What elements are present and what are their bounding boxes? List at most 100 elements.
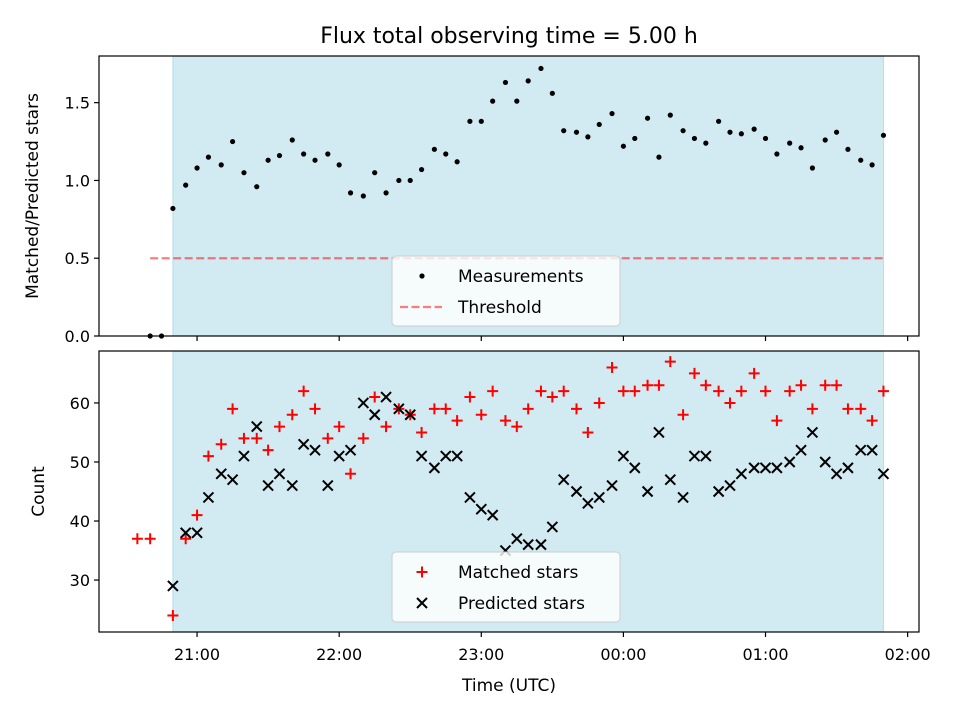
- predicted-star-marker: [226, 473, 239, 486]
- matched-star-marker: [416, 426, 428, 438]
- matched-star-marker: [191, 509, 203, 521]
- y-tick-label: 60: [70, 394, 90, 413]
- y-tick-label: 0.0: [65, 327, 90, 346]
- measurement-point: [596, 121, 602, 128]
- predicted-star-marker: [393, 403, 405, 415]
- predicted-star-marker: [795, 444, 807, 456]
- matched-star-marker: [700, 379, 712, 391]
- measurement-point: [218, 162, 224, 168]
- matched-star-marker: [322, 432, 334, 444]
- y-tick-label: 1.0: [65, 171, 90, 190]
- predicted-star-marker: [735, 468, 748, 480]
- predicted-star-marker: [866, 444, 878, 456]
- matched-star-marker: [546, 391, 558, 403]
- matched-star-marker: [215, 438, 227, 450]
- measurement-point: [336, 162, 342, 168]
- legend-box: [391, 255, 621, 327]
- matched-star-marker: [451, 415, 463, 427]
- matched-star-marker: [653, 379, 665, 391]
- matched-star-marker: [273, 421, 285, 433]
- y-tick-label: 1.5: [65, 94, 90, 113]
- matched-star-marker: [357, 432, 369, 444]
- matched-star-marker: [487, 385, 499, 397]
- matched-star-marker: [748, 367, 760, 379]
- measurement-point: [703, 140, 709, 146]
- matched-star-marker: [642, 379, 654, 391]
- predicted-star-marker: [464, 491, 476, 504]
- measurement-point: [656, 154, 662, 160]
- predicted-star-marker: [688, 450, 701, 462]
- matched-star-marker: [262, 444, 274, 456]
- predicted-star-marker: [238, 450, 250, 462]
- axes-frame: [98, 350, 920, 633]
- matched-star-marker: [251, 432, 263, 444]
- predicted-star-marker: [759, 462, 772, 474]
- measurement-point: [312, 157, 318, 163]
- predicted-star-marker: [641, 485, 654, 498]
- matched-star-marker: [877, 385, 889, 397]
- predicted-star-marker: [806, 426, 819, 439]
- matched-star-marker: [664, 356, 676, 368]
- measurement-point: [418, 166, 425, 173]
- measurement-point: [585, 134, 591, 140]
- legend-label: Matched stars: [458, 563, 578, 583]
- measurement-point: [490, 98, 496, 104]
- legend-matched-marker: [416, 566, 428, 578]
- predicted-star-marker: [344, 444, 357, 456]
- measurement-point: [858, 157, 864, 163]
- measurement-point: [822, 137, 828, 143]
- matched-star-marker: [380, 421, 392, 433]
- matched-star-marker: [131, 533, 143, 545]
- matched-star-marker: [593, 397, 605, 409]
- predicted-star-marker: [606, 479, 618, 492]
- y-axis-label: Matched/Predicted stars: [23, 93, 43, 299]
- matched-star-marker: [617, 385, 629, 397]
- matched-star-marker: [713, 385, 725, 397]
- measurement-point: [325, 151, 331, 157]
- measurement-point: [478, 118, 484, 124]
- predicted-star-marker: [783, 456, 796, 468]
- y-tick-label: 40: [70, 512, 90, 531]
- matched-star-marker: [606, 362, 618, 374]
- x-tick-label: 01:00: [742, 645, 788, 664]
- measurement-point: [573, 129, 580, 135]
- predicted-star-marker: [558, 473, 570, 486]
- predicted-star-marker: [842, 462, 854, 474]
- x-tick-label: 22:00: [316, 645, 362, 664]
- predicted-star-marker: [511, 533, 523, 545]
- measurement-point: [809, 165, 816, 171]
- matched-star-marker: [629, 385, 641, 397]
- matched-star-marker: [180, 533, 192, 545]
- matched-star-marker: [167, 609, 179, 621]
- measurement-point: [205, 154, 212, 160]
- predicted-star-marker: [202, 491, 215, 504]
- matched-star-marker: [831, 379, 843, 391]
- measurement-point: [880, 132, 887, 138]
- predicted-star-marker: [535, 538, 547, 551]
- measurement-point: [549, 90, 555, 96]
- y-tick-label: 0.5: [65, 249, 90, 268]
- measurement-point: [194, 165, 200, 171]
- measurement-point: [289, 137, 295, 143]
- measurement-point: [538, 65, 544, 72]
- x-tick-label: 02:00: [885, 645, 931, 664]
- predicted-star-marker: [215, 468, 227, 480]
- measurement-point: [396, 177, 402, 184]
- predicted-star-marker: [309, 444, 321, 456]
- measurement-point: [787, 140, 793, 146]
- measurement-point: [620, 143, 627, 149]
- matched-star-marker: [855, 403, 867, 415]
- predicted-star-marker: [546, 521, 559, 533]
- predicted-star-marker: [748, 462, 760, 474]
- predicted-star-marker: [179, 527, 192, 539]
- predicted-star-marker: [617, 450, 630, 462]
- matched-star-marker: [499, 415, 511, 427]
- predicted-star-marker: [297, 438, 310, 450]
- matched-star-marker: [522, 403, 534, 415]
- measurement-point: [170, 205, 176, 212]
- measurement-point: [561, 128, 567, 134]
- matched-star-marker: [475, 409, 487, 421]
- predicted-star-marker: [819, 456, 831, 468]
- x-tick-label: 00:00: [600, 645, 646, 664]
- y-tick-label: 50: [70, 453, 90, 472]
